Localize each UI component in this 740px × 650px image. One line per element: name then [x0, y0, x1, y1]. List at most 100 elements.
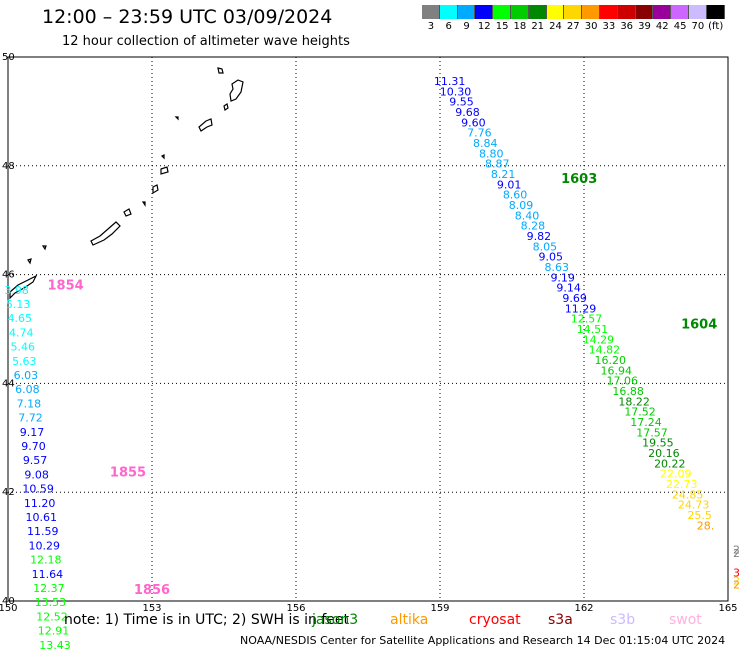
wave-height-value: 18.22 [618, 395, 650, 408]
island-outline [123, 208, 132, 217]
satellite-legend-entry: jason3 [312, 612, 359, 628]
colorbar-label: 39 [638, 21, 651, 32]
wave-height-value: 6.03 [14, 369, 39, 382]
colorbar-label: 24 [549, 21, 562, 32]
colorbar-swatch [635, 5, 654, 19]
colorbar-swatch [653, 5, 672, 19]
coastline-outlines [9, 67, 244, 300]
latitude-tick-label: 42 [2, 487, 15, 498]
wave-height-value: 5.13 [6, 298, 31, 311]
wave-height-value: 2 [733, 543, 740, 556]
wave-height-value: 9.19 [550, 271, 575, 284]
wave-height-value: 20.22 [654, 457, 686, 470]
wave-height-value: 5.46 [11, 341, 36, 354]
wave-height-value: 7.72 [18, 412, 43, 425]
map-note: note: 1) Time is in UTC; 2) SWH is in fe… [64, 612, 350, 628]
map-frame [7, 56, 729, 602]
island-outline [152, 184, 159, 195]
wave-height-value: 8.63 [544, 261, 569, 274]
wave-height-value: 10.29 [29, 539, 61, 552]
colorbar-swatch [706, 5, 725, 19]
island-outline [198, 118, 213, 132]
wave-height-value: 13.43 [39, 639, 71, 650]
wave-height-value: 11.29 [565, 302, 597, 315]
wave-height-value: 8.84 [473, 137, 498, 150]
island-outline [174, 116, 179, 121]
colorbar-label: 6 [445, 21, 452, 32]
wave-height-value: 12.37 [33, 582, 65, 595]
latitude-tick-label: 40 [2, 596, 15, 607]
wave-height-value: 31 [733, 567, 740, 580]
island-outline [9, 274, 38, 300]
latitude-tick-label: 46 [2, 270, 15, 281]
wave-height-value: 9.55 [449, 96, 474, 109]
wave-height-value: 9.14 [556, 282, 581, 295]
wave-height-value: 8.80 [479, 147, 504, 160]
colorbar-swatch [439, 5, 458, 19]
colorbar-label: 36 [620, 21, 634, 32]
wave-height-value: 17.24 [630, 416, 662, 429]
wave-height-value: 26 [733, 574, 740, 587]
colorbar-label: 45 [673, 21, 687, 32]
map-grid: 150 153 156 159 162 165 50 48 46 44 42 40 [0, 52, 738, 614]
wave-height-value: 24.73 [678, 499, 710, 512]
wave-height-value: 4.74 [9, 326, 34, 339]
latitude-tick-label: 44 [2, 378, 15, 389]
wave-height-value: 8.28 [521, 220, 546, 233]
wave-height-value: 5.63 [12, 355, 37, 368]
island-outline [229, 79, 244, 102]
wave-height-value: 2 [733, 547, 740, 560]
wave-height-value: 14.82 [589, 344, 621, 357]
wave-height-value: 13.53 [35, 596, 67, 609]
satellite-legend-entry: altika [390, 612, 429, 628]
wave-height-value: 8.05 [533, 240, 558, 253]
wave-height-value: 14.51 [577, 323, 609, 336]
colorbar-label: 30 [584, 21, 598, 32]
wave-height-value: 7.18 [17, 397, 42, 410]
island-outline [160, 154, 165, 160]
island-outline [141, 201, 146, 207]
wave-height-value: 9.01 [497, 178, 522, 191]
colorbar-swatch [546, 5, 565, 19]
colorbar-swatch [528, 5, 547, 19]
wave-height-value: 9.17 [20, 426, 45, 439]
wave-height-value: 24.85 [672, 488, 704, 501]
pass-time-label: 1603 [561, 172, 597, 187]
wave-height-value: 12.91 [38, 625, 70, 638]
colorbar-swatch [671, 5, 689, 19]
longitude-tick-label: 150 [0, 603, 18, 614]
wave-height-value: 10.59 [22, 483, 54, 496]
colorbar-swatch [457, 5, 476, 19]
colorbar-label: 12 [477, 21, 491, 32]
color-scale-bar [422, 5, 725, 19]
wave-height-value: 27 [733, 579, 740, 592]
island-outline [223, 103, 229, 111]
colorbar-swatch [599, 5, 618, 19]
longitude-tick-label: 156 [286, 603, 305, 614]
island-outline [160, 166, 169, 175]
wave-height-value: 17.06 [606, 375, 638, 388]
colorbar-label: 3 [427, 21, 435, 32]
pass-time-label: 1604 [681, 318, 717, 333]
longitude-tick-label: 162 [574, 603, 593, 614]
longitude-tick-label: 159 [430, 603, 449, 614]
island-outline [90, 221, 121, 246]
wave-height-value: 11.59 [27, 525, 59, 538]
wave-height-value: 19.55 [642, 437, 674, 450]
latitude-tick-label: 48 [2, 161, 15, 172]
colorbar-label: 27 [566, 21, 580, 32]
colorbar-swatch [422, 5, 440, 19]
colorbar-swatch [564, 5, 583, 19]
wave-height-labels: 11.3110.309.559.689.607.768.848.808.878.… [4, 75, 740, 650]
pass-time-label: 1854 [48, 278, 84, 293]
satellite-legend-entry: s3b [610, 612, 636, 628]
wave-height-value: 9.57 [23, 454, 48, 467]
longitude-tick-label: 153 [142, 603, 161, 614]
wave-height-value: 16.20 [595, 354, 627, 367]
colorbar-swatch [493, 5, 511, 19]
wave-height-value: 8.60 [503, 189, 528, 202]
pass-time-label: 1856 [134, 583, 170, 598]
wave-height-value: 20.16 [648, 447, 680, 460]
wave-height-value: 9.70 [21, 440, 46, 453]
wave-height-value: 12.57 [571, 313, 603, 326]
